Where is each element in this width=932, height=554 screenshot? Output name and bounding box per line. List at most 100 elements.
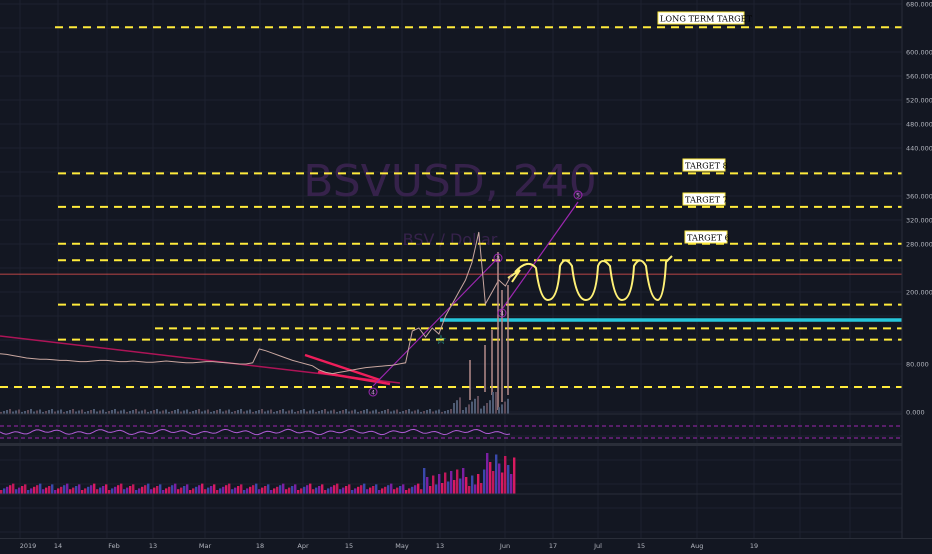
oscillator-bar — [147, 483, 150, 494]
volume-bar — [495, 392, 497, 414]
oscillator-bar — [84, 488, 87, 494]
oscillator-bar — [45, 487, 48, 494]
oscillator-bar — [399, 486, 402, 494]
oscillator-bar — [339, 489, 342, 494]
oscillator-bar — [51, 484, 54, 494]
time-axis-label: 19 — [750, 542, 758, 550]
volume-bar — [489, 400, 491, 414]
volume-bar — [417, 409, 419, 414]
oscillator-bar — [240, 484, 243, 494]
volume-bar — [105, 412, 107, 414]
oscillator-bar — [282, 483, 285, 494]
oscillator-bar — [441, 483, 444, 494]
volume-bar — [198, 409, 200, 414]
volume-bar — [492, 392, 494, 414]
oscillator-bar — [54, 490, 57, 494]
oscillator-bar — [114, 486, 117, 494]
volume-bar — [288, 410, 290, 414]
oscillator-bar — [78, 484, 81, 494]
oscillator-bar — [429, 486, 432, 494]
oscillator-bar — [423, 468, 426, 494]
volume-bar — [441, 412, 443, 414]
volume-bar — [48, 410, 50, 414]
oscillator-bar — [417, 483, 420, 494]
oscillator-bar — [357, 486, 360, 494]
oscillator-bar — [462, 468, 465, 494]
volume-bar — [93, 409, 95, 414]
volume-bar — [375, 409, 377, 414]
time-axis-label: Aug — [691, 542, 704, 550]
oscillator-bar — [24, 484, 27, 494]
oscillator-bar — [411, 486, 414, 494]
oscillator-bar — [204, 489, 207, 494]
y-tick-label: 320.000 — [906, 217, 932, 225]
wave-label-circle — [368, 387, 378, 397]
volume-bar — [165, 409, 167, 414]
oscillator-bar — [201, 483, 204, 494]
volume-bar — [294, 412, 296, 414]
time-axis-label: 13 — [149, 542, 157, 550]
volume-bar — [90, 410, 92, 414]
volume-bar — [171, 411, 173, 414]
y-tick-label: 0.000 — [906, 409, 925, 417]
oscillator-bar — [273, 488, 276, 494]
volume-bar — [69, 410, 71, 414]
oscillator-bar — [132, 484, 135, 494]
volume-bar — [315, 412, 317, 414]
wave-label-circle — [497, 308, 507, 318]
volume-bar — [405, 410, 407, 414]
volume-bar — [327, 411, 329, 414]
volume-bar — [231, 412, 233, 414]
oscillator-bar — [483, 469, 486, 494]
oscillator-bar — [363, 483, 366, 494]
volume-bar — [378, 412, 380, 414]
time-axis[interactable]: 2019 14 Feb 13 Mar 18 Apr 15 May 13 Jun 17 Jul 15 Aug 1… — [0, 539, 932, 550]
oscillator-bar — [228, 483, 231, 494]
oscillator-bar — [435, 484, 438, 494]
time-axis-label: May — [395, 542, 409, 550]
oscillator-bar — [63, 485, 66, 494]
oscillator-bar — [96, 489, 99, 494]
volume-bar — [213, 411, 215, 414]
oscillator-bar — [66, 483, 69, 494]
volume-bar — [426, 410, 428, 414]
volume-bar — [204, 410, 206, 414]
volume-bar — [357, 412, 359, 414]
volume-bar — [501, 404, 503, 414]
price-axis[interactable]: 680.000 600.000 560.000 520.000 480.000 440.0… — [901, 0, 932, 538]
price-series-line — [0, 231, 513, 375]
oscillator-bar — [408, 488, 411, 494]
oscillator-bar — [294, 484, 297, 494]
volume-bar — [18, 409, 20, 414]
volume-bar — [177, 409, 179, 414]
time-axis-label: Apr — [297, 542, 309, 550]
volume-bar — [282, 409, 284, 414]
oscillator-bar — [0, 490, 3, 494]
volume-bar — [126, 412, 128, 414]
oscillator-bar — [144, 485, 147, 494]
time-axis-label: 17 — [549, 542, 557, 550]
oscillator-bar — [486, 453, 489, 494]
oscillator-bar — [243, 490, 246, 494]
sideways-wave-drawing — [514, 255, 673, 302]
oscillator-bar — [438, 474, 441, 494]
oscillator-bar — [315, 487, 318, 494]
target-label-box — [684, 230, 728, 244]
oscillator-bar — [372, 486, 375, 494]
wedge-bottom — [317, 370, 391, 386]
oscillator-bar — [30, 488, 33, 494]
volume-bar — [384, 410, 386, 414]
oscillator-bar — [165, 488, 168, 494]
volume-bar — [468, 404, 470, 414]
oscillator-bar — [432, 475, 435, 494]
oscillator-bar — [177, 489, 180, 494]
oscillator-bar — [72, 487, 75, 494]
oscillator-bar — [510, 474, 513, 494]
oscillator-bar — [141, 486, 144, 494]
volume-bar — [267, 410, 269, 414]
oscillator-bar — [225, 485, 228, 494]
oscillator-bar — [153, 487, 156, 494]
y-tick-label: 600.000 — [906, 49, 932, 57]
